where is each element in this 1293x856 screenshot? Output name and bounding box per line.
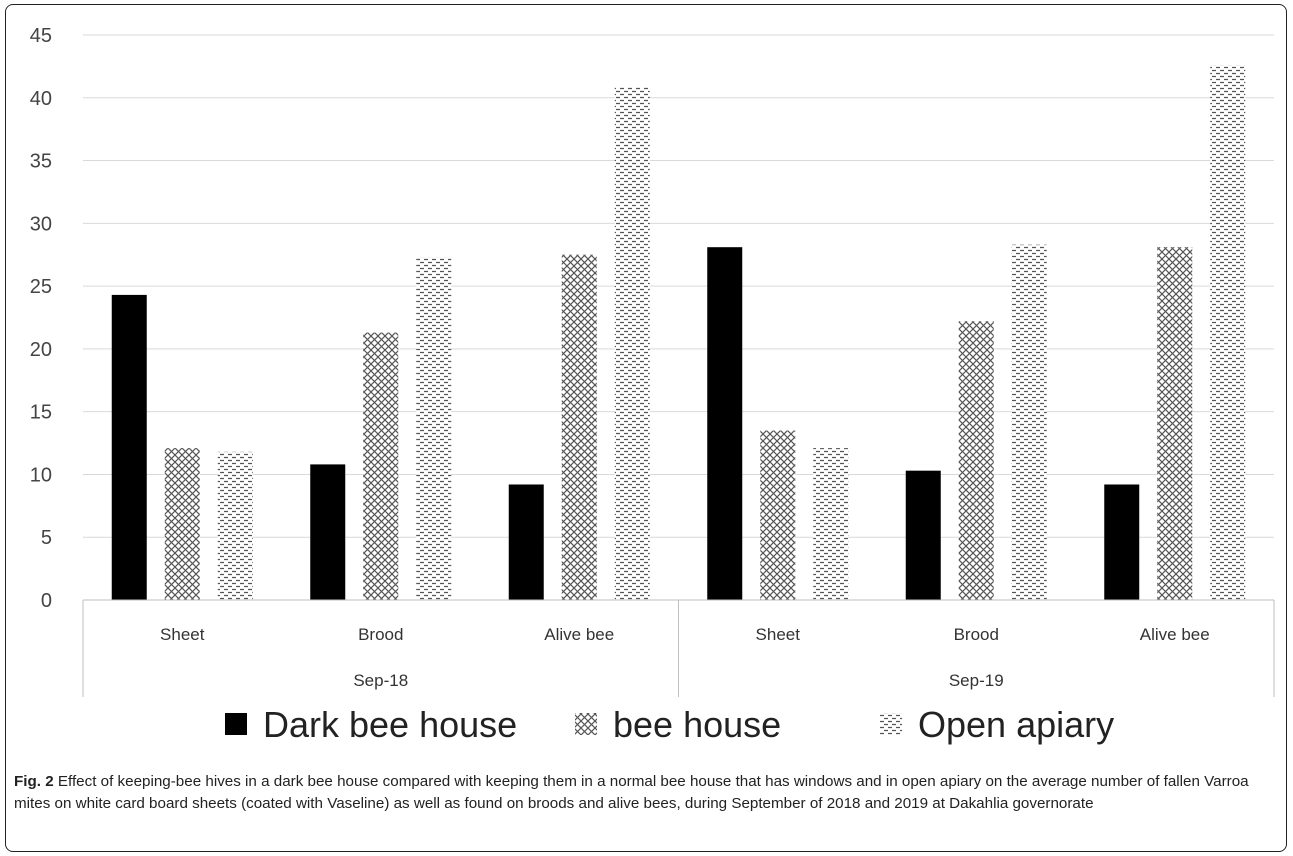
category-label: Sheet (756, 625, 801, 644)
bar-open-apiary (416, 257, 452, 600)
y-axis-ticks: 0 5 10 15 20 25 30 35 40 45 (30, 25, 52, 612)
caption-text: Effect of keeping-bee hives in a dark be… (14, 773, 1249, 812)
bar-bee-house (363, 332, 399, 600)
group-labels: Sep-18 Sep-19 (353, 671, 1003, 690)
bar-dark-bee-house (707, 247, 743, 600)
bar-dark-bee-house (1104, 484, 1140, 600)
legend-swatch (225, 713, 247, 735)
category-label: Brood (358, 625, 403, 644)
bar-dark-bee-house (310, 464, 346, 600)
y-tick-label: 35 (30, 151, 52, 173)
legend: Dark bee house bee house Open apiary (225, 704, 1114, 745)
group-label: Sep-19 (949, 671, 1004, 690)
y-tick-label: 40 (30, 88, 52, 110)
bar-open-apiary (1011, 244, 1047, 600)
y-tick-label: 10 (30, 464, 52, 486)
bar-bee-house (1157, 247, 1193, 600)
bar-bee-house (760, 430, 796, 600)
bar-open-apiary (614, 86, 650, 600)
y-tick-label: 25 (30, 276, 52, 298)
y-tick-label: 30 (30, 213, 52, 235)
y-tick-label: 45 (30, 25, 52, 47)
bar-dark-bee-house (111, 294, 147, 600)
y-tick-label: 5 (41, 527, 52, 549)
bars (111, 65, 1246, 601)
bar-open-apiary (1210, 65, 1246, 601)
group-label: Sep-18 (353, 671, 408, 690)
legend-label: bee house (613, 704, 781, 745)
y-tick-label: 15 (30, 402, 52, 424)
y-tick-label: 20 (30, 339, 52, 361)
category-label: Brood (954, 625, 999, 644)
category-label: Alive bee (544, 625, 614, 644)
gridlines (83, 34, 1274, 538)
bar-bee-house (561, 254, 597, 600)
bar-bee-house (164, 448, 200, 600)
bar-open-apiary (217, 451, 253, 600)
bar-open-apiary (813, 448, 849, 600)
legend-label: Dark bee house (263, 704, 517, 745)
category-labels: Sheet Brood Alive bee Sheet Brood Alive bee (160, 625, 1210, 644)
figure-caption: Fig. 2 Effect of keeping-bee hives in a … (14, 771, 1276, 815)
bar-bee-house (958, 321, 994, 600)
bar-dark-bee-house (905, 470, 941, 600)
legend-swatch (880, 713, 902, 735)
bar-dark-bee-house (508, 484, 544, 600)
legend-label: Open apiary (918, 704, 1114, 745)
x-axis (82, 599, 1275, 697)
y-tick-label: 0 (41, 590, 52, 612)
legend-swatch (575, 713, 597, 735)
category-label: Sheet (160, 625, 205, 644)
caption-label: Fig. 2 (14, 773, 54, 790)
category-label: Alive bee (1140, 625, 1210, 644)
